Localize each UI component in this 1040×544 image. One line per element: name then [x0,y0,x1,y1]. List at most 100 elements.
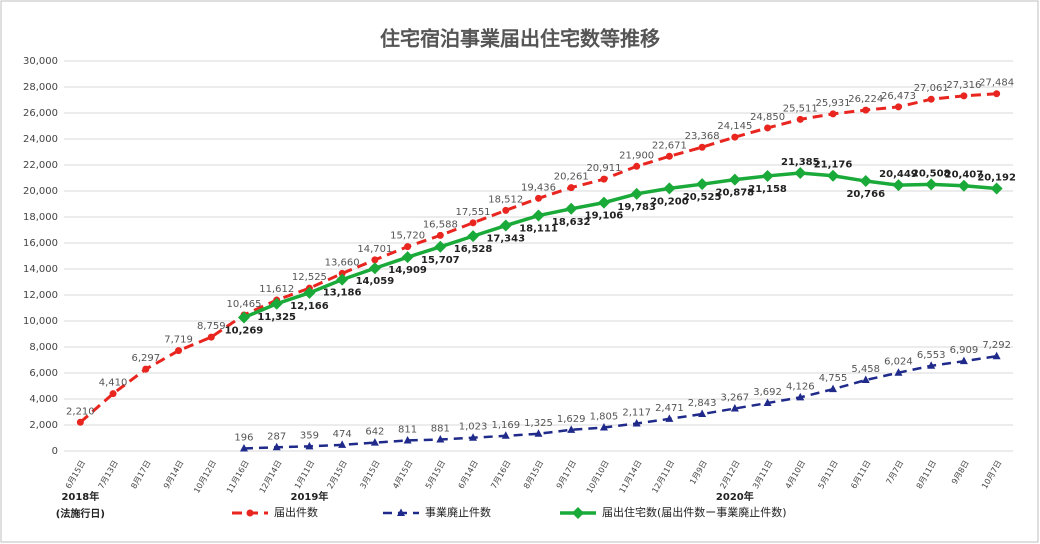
year-label: 2018年 [61,490,99,503]
point [925,178,938,191]
point [246,509,254,517]
data-label: 10,269 [225,326,264,337]
data-label: 6,297 [131,353,160,364]
y-tick-label: 26,000 [23,108,58,119]
data-label: 20,766 [846,189,885,200]
data-label: 17,343 [486,234,525,245]
data-label: 14,059 [356,276,395,287]
data-label: 21,176 [814,160,853,171]
data-label: 16,588 [423,219,458,230]
point [829,384,838,393]
point [434,240,447,253]
data-label: 7,719 [164,335,193,346]
point [565,202,578,215]
data-label: 1,169 [491,420,520,431]
data-label: 811 [398,424,417,435]
data-label: 1,325 [524,418,553,429]
data-label: 20,192 [977,173,1016,184]
point [796,115,804,123]
y-tick-label: 22,000 [23,160,58,171]
year-label: 2020年 [716,490,754,503]
data-label: 15,707 [421,255,460,266]
data-label: 20,525 [683,192,722,203]
point [370,438,379,446]
point [957,179,970,192]
data-label: 17,551 [456,207,491,218]
point [794,166,807,179]
point [665,152,673,160]
data-label: 20,200 [650,196,689,207]
point [763,398,772,407]
y-tick-label: 10,000 [23,316,58,327]
data-label: 11,325 [257,312,296,323]
data-label: 196 [234,432,253,443]
y-tick-label: 18,000 [23,212,58,223]
point [728,173,741,186]
data-label: 2,210 [66,406,95,417]
data-label: 13,186 [323,288,362,299]
point [859,175,872,188]
data-label: 25,931 [816,98,851,109]
data-label: 18,632 [552,217,591,228]
point [532,209,545,222]
point [829,110,837,118]
point [467,230,480,243]
point [764,124,772,132]
point [535,194,542,202]
data-label: 2,117 [622,407,651,418]
data-label: 20,449 [879,169,918,180]
data-label: 18,111 [519,224,558,235]
data-label: 26,224 [848,94,883,105]
data-label: 642 [365,427,384,438]
y-tick-label: 8,000 [29,342,58,353]
point [270,297,283,310]
y-tick-label: 0 [52,446,58,457]
data-label: 27,061 [914,83,949,94]
y-tick-label: 28,000 [23,82,58,93]
y-tick-label: 2,000 [29,420,58,431]
data-label: 22,671 [652,140,687,151]
data-label: 12,525 [292,272,327,283]
data-label: 20,911 [586,163,621,174]
point [597,196,610,209]
data-label: 19,783 [617,202,656,213]
data-label: 1,023 [459,422,488,433]
data-label: 19,436 [521,182,556,193]
y-tick-label: 14,000 [23,264,58,275]
point [207,333,215,341]
y-tick-label: 4,000 [29,394,58,405]
point [303,286,316,299]
data-label: 2,471 [655,403,684,414]
point [761,169,774,182]
point [796,392,805,401]
point [76,418,84,426]
data-label: 18,512 [488,194,523,205]
data-label: 27,484 [979,78,1014,89]
point [633,162,641,170]
data-label: 21,900 [619,150,654,161]
point [501,431,510,439]
data-label: 4,410 [99,378,128,389]
data-label: 10,465 [226,299,261,310]
series-line [243,171,997,320]
data-label: 14,909 [388,265,427,276]
year-label: 2019年 [291,490,329,503]
data-label: 20,508 [912,168,951,179]
series-line [243,354,997,450]
point [632,418,641,427]
point [469,219,477,227]
point [397,508,405,516]
point [862,106,870,114]
data-label: 3,267 [721,393,750,404]
legend-label: 事業廃止件数 [425,505,491,519]
point [401,251,414,264]
point [663,182,676,195]
legend-label: 届出住宅数(届出件数ー事業廃止件数) [602,505,787,519]
data-label: 26,473 [881,91,916,102]
point [665,414,674,422]
point [338,269,346,277]
point [469,433,478,441]
point [534,429,543,437]
